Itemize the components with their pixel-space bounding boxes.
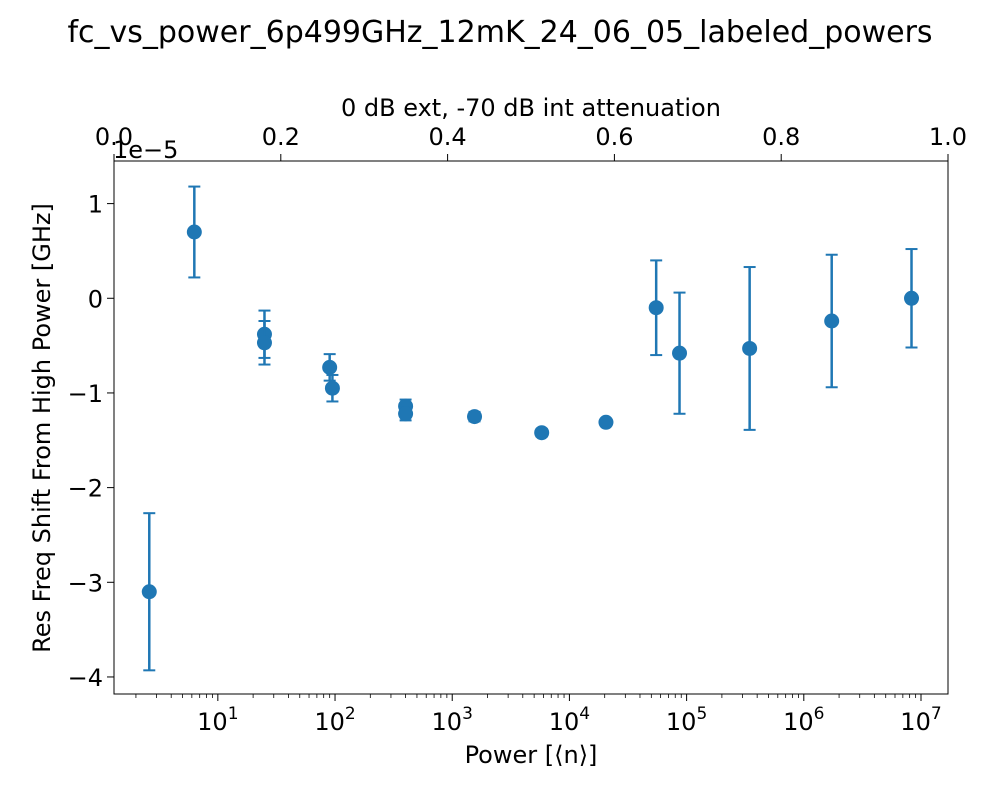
data-point bbox=[534, 425, 550, 441]
data-point-group bbox=[322, 353, 338, 382]
top-tick-label: 1.0 bbox=[929, 123, 967, 151]
chart-title: fc_vs_power_6p499GHz_12mK_24_06_05_label… bbox=[67, 15, 932, 50]
top-axis-ticks: 0.0 0.2 0.4 0.6 0.8 1.0 bbox=[95, 123, 967, 161]
top-tick-label: 0.6 bbox=[595, 123, 633, 151]
y-tick-label: −2 bbox=[68, 475, 103, 503]
x-tick-label-base: 10 bbox=[783, 708, 814, 736]
data-point-group bbox=[598, 414, 614, 430]
x-axis-ticks: 101 102 103 104 105 106 107 bbox=[135, 694, 942, 736]
x-tick-label-exponent: 7 bbox=[931, 704, 942, 724]
y-tick-label: −4 bbox=[68, 664, 103, 692]
y-tick-label: 0 bbox=[88, 285, 103, 313]
x-axis-label: Power [⟨n⟩] bbox=[465, 741, 598, 769]
data-point bbox=[467, 409, 483, 425]
data-point-group bbox=[256, 319, 272, 366]
data-point-group bbox=[648, 259, 664, 357]
y-offset-text: 1e−5 bbox=[113, 136, 178, 164]
data-point bbox=[648, 300, 664, 316]
data-point bbox=[322, 359, 338, 375]
x-tick-label-base: 10 bbox=[900, 708, 931, 736]
data-point bbox=[742, 340, 758, 356]
y-tick-label: −1 bbox=[68, 380, 103, 408]
x-tick-label-base: 10 bbox=[432, 708, 463, 736]
x-tick-label: 102 bbox=[314, 704, 355, 736]
x-tick-label-exponent: 1 bbox=[228, 704, 239, 724]
y-tick-label: −3 bbox=[68, 569, 103, 597]
x-tick-label-exponent: 6 bbox=[814, 704, 825, 724]
x-tick-label: 104 bbox=[549, 704, 590, 736]
data-point-group bbox=[324, 373, 340, 403]
x-tick-label-exponent: 2 bbox=[345, 704, 356, 724]
data-point-group bbox=[141, 512, 157, 672]
x-tick-label-base: 10 bbox=[197, 708, 228, 736]
x-tick-label-base: 10 bbox=[549, 708, 580, 736]
data-point bbox=[324, 380, 340, 396]
x-tick-label-exponent: 3 bbox=[462, 704, 473, 724]
top-tick-label: 0.2 bbox=[262, 123, 300, 151]
data-point-group bbox=[742, 266, 758, 431]
data-point bbox=[904, 290, 920, 306]
data-point bbox=[186, 224, 202, 240]
data-point bbox=[598, 414, 614, 430]
x-tick-label: 105 bbox=[666, 704, 707, 736]
x-tick-label: 106 bbox=[783, 704, 824, 736]
data-point-group bbox=[467, 409, 483, 425]
plot-area bbox=[141, 185, 920, 672]
x-tick-label-base: 10 bbox=[314, 708, 345, 736]
data-point bbox=[672, 345, 688, 361]
y-tick-label: 1 bbox=[88, 191, 103, 219]
data-point-group bbox=[672, 291, 688, 415]
top-tick-label: 0.8 bbox=[762, 123, 800, 151]
x-tick-label-base: 10 bbox=[666, 708, 697, 736]
axes-frame bbox=[113, 160, 949, 695]
data-point bbox=[256, 335, 272, 351]
x-tick-label: 107 bbox=[900, 704, 941, 736]
top-axis-label: 0 dB ext, -70 dB int attenuation bbox=[341, 94, 721, 122]
data-point bbox=[141, 584, 157, 600]
data-point-group bbox=[904, 248, 920, 349]
y-axis-label: Res Freq Shift From High Power [GHz] bbox=[28, 203, 56, 653]
data-point-group bbox=[398, 406, 414, 422]
y-axis-ticks: 1 0 −1 −2 −3 −4 bbox=[68, 191, 114, 692]
data-point-group bbox=[824, 253, 840, 389]
top-tick-label: 0.4 bbox=[429, 123, 467, 151]
data-point-group bbox=[534, 425, 550, 441]
x-tick-label-exponent: 5 bbox=[696, 704, 707, 724]
data-point-group bbox=[186, 185, 202, 279]
x-axis-label-text: Power [⟨n⟩] bbox=[465, 741, 598, 769]
top-tick-label: 0.0 bbox=[95, 123, 133, 151]
x-tick-label-exponent: 4 bbox=[579, 704, 590, 724]
x-tick-label: 101 bbox=[197, 704, 238, 736]
data-point bbox=[398, 406, 414, 422]
x-tick-label: 103 bbox=[432, 704, 473, 736]
data-point bbox=[824, 313, 840, 329]
